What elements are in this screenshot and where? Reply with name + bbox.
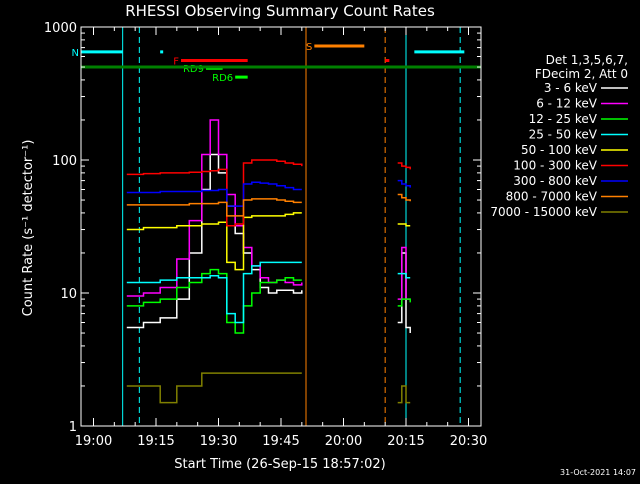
x-tick-label: 19:30 [200, 434, 237, 449]
legend-label: 12 - 25 keV [529, 112, 598, 126]
y-axis-label: Count Rate (s⁻¹ detector⁻¹) [21, 140, 36, 317]
x-tick-label: 19:00 [75, 434, 112, 449]
series-line-100-300-kev [126, 159, 411, 227]
annotation-label-f: F [173, 56, 179, 67]
annotation-label-rd6: RD6 [212, 73, 233, 84]
legend-label: 800 - 7000 keV [506, 190, 598, 204]
series-lines [126, 119, 411, 404]
x-tick-label: 19:15 [137, 434, 174, 449]
x-tick-label: 20:30 [450, 434, 487, 449]
series-line-800-7000-kev [126, 193, 411, 217]
chart-title: RHESSI Observing Summary Count Rates [125, 2, 435, 20]
y-tick-label: 1 [69, 420, 77, 435]
annotation-bars: N F S RD9 RD6 [72, 42, 481, 84]
x-tick-label: 20:00 [325, 434, 362, 449]
series-line-50-100-kev [126, 212, 411, 271]
x-tick-label: 20:15 [387, 434, 424, 449]
annotation-label-n: N [72, 48, 79, 59]
legend-label: 50 - 100 keV [521, 143, 598, 157]
y-axis-ticks: 1 10 100 1000 [44, 21, 481, 435]
x-axis-ticks: 19:00 19:15 19:30 19:45 20:00 20:15 20:30 [75, 27, 487, 449]
series-line-7000-15000-kev [126, 372, 411, 404]
x-axis-label: Start Time (26-Sep-15 18:57:02) [174, 457, 385, 472]
legend-header: FDecim 2, Att 0 [535, 67, 628, 81]
y-tick-label: 100 [52, 154, 77, 169]
annotation-label-s: S [306, 42, 312, 53]
y-tick-label: 1000 [44, 21, 77, 36]
legend-label: 7000 - 15000 keV [490, 205, 597, 219]
annotation-label-rd9: RD9 [183, 64, 204, 75]
legend-header: Det 1,3,5,6,7, [546, 53, 628, 67]
series-line-12-25-kev [126, 268, 411, 334]
legend-label: 25 - 50 keV [529, 128, 598, 142]
y-tick-label: 10 [60, 287, 77, 302]
legend-label: 100 - 300 keV [513, 159, 597, 173]
render-timestamp: 31-Oct-2021 14:07 [560, 468, 636, 477]
legend-label: 3 - 6 keV [544, 81, 598, 95]
legend: Det 1,3,5,6,7,FDecim 2, Att 03 - 6 keV 6 … [490, 53, 628, 219]
series-line-25-50-kev [126, 261, 411, 324]
x-tick-label: 19:45 [262, 434, 299, 449]
legend-label: 6 - 12 keV [536, 97, 598, 111]
legend-label: 300 - 800 keV [513, 174, 597, 188]
